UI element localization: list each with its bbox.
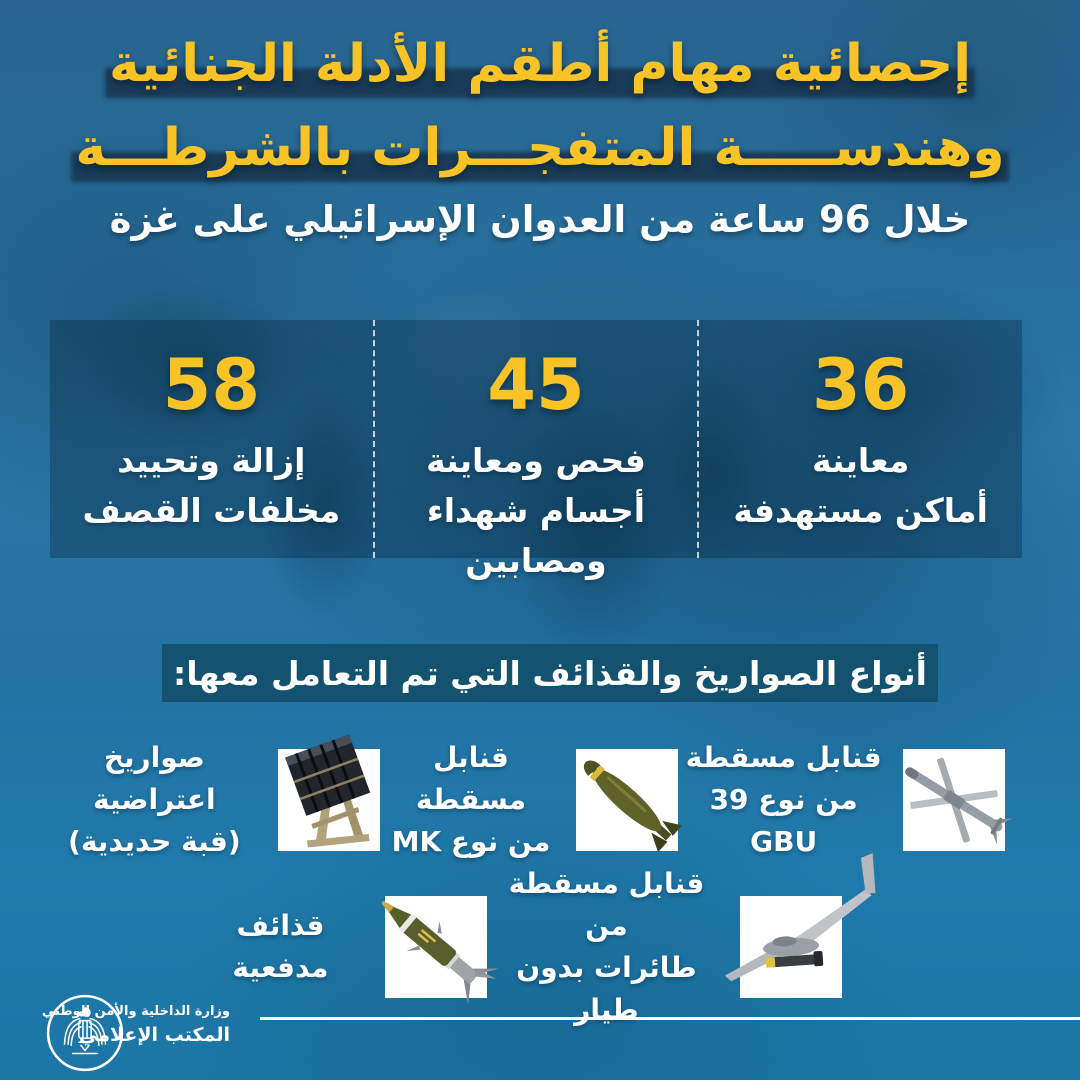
munition-gbu39: قنابل مسقطة من نوع 39 GBU (678, 737, 1014, 863)
stat-targeted-places: 36 معاينة أماكن مستهدفة (697, 320, 1022, 558)
stat-label-line2: مخلفات القصف (82, 491, 341, 530)
munition-label-line2: طائرات بدون طيار (516, 951, 697, 1026)
section-heading: أنواع الصواريخ والقذائف التي تم التعامل … (173, 653, 927, 693)
section-heading-bar: أنواع الصواريخ والقذائف التي تم التعامل … (162, 644, 938, 702)
munition-label-line1: صواريخ اعتراضية (93, 741, 216, 816)
footer-text-block: وزارة الداخلية والأمن الوطني المكتب الإع… (42, 1002, 230, 1048)
stats-panel: 36 معاينة أماكن مستهدفة 45 فحص ومعاينة أ… (50, 320, 1022, 580)
munition-label-line1: قنابل مسقطة من (508, 867, 705, 942)
footer-divider-line (260, 1017, 1080, 1020)
stat-label-line2: أجسام شهداء ومصابين (426, 491, 646, 580)
gbu-39-bomb-icon (903, 749, 1014, 851)
stat-label-line1: معاينة (812, 441, 910, 480)
stat-ordnance-removed: 58 إزالة وتحييد مخلفات القصف (50, 320, 373, 558)
footer-ministry-name: وزارة الداخلية والأمن الوطني (41, 1004, 230, 1019)
mk-bomb-icon (576, 749, 683, 853)
munition-label-line2: من نوع MK (391, 825, 551, 858)
munition-mk: قنابل مسقطة من نوع MK (380, 737, 683, 863)
stat-label-line1: إزالة وتحييد (117, 441, 306, 480)
munition-label-line2: من نوع 39 GBU (709, 783, 858, 858)
munition-label: قنابل مسقطة من نوع 39 GBU (678, 737, 889, 863)
stat-value: 58 (162, 344, 261, 426)
munition-artillery: قذائف مدفعية (190, 896, 499, 1006)
page-title: إحصائية مهام أطقم الأدلة الجنائية وهندسـ… (0, 22, 1080, 190)
munition-label-line1: قذائف مدفعية (232, 909, 329, 984)
munitions-row-1: قنابل مسقطة من نوع 39 GBU (45, 734, 1014, 864)
munition-label-line1: قنابل مسقطة (685, 741, 882, 774)
munition-label-line2: (قبة حديدية) (68, 825, 241, 858)
ministry-emblem-eagle-icon (44, 992, 126, 1074)
munitions-row-2: قنابل مسقطة من طائرات بدون طيار (190, 853, 876, 1026)
artillery-shell-icon (381, 896, 499, 1006)
title-line-1: إحصائية مهام أطقم الأدلة الجنائية (109, 22, 971, 106)
stat-label-line2: أماكن مستهدفة (733, 491, 988, 530)
stat-value: 45 (487, 344, 585, 426)
stat-label-line1: فحص ومعاينة (426, 441, 646, 480)
iron-dome-launcher-icon (277, 734, 380, 851)
munition-label: صواريخ اعتراضية (قبة حديدية) (45, 737, 264, 863)
subtitle: خلال 96 ساعة من العدوان الإسرائيلي على غ… (109, 198, 971, 241)
stat-label: فحص ومعاينة أجسام شهداء ومصابين (375, 436, 698, 586)
footer-office-name: المكتب الإعلامي (79, 1024, 230, 1046)
munition-interceptor: صواريخ اعتراضية (قبة حديدية) (45, 734, 380, 863)
munition-label: قذائف مدفعية (190, 905, 371, 989)
drone-bomb-icon (724, 853, 876, 998)
stat-label: إزالة وتحييد مخلفات القصف (50, 436, 373, 536)
stat-label: معاينة أماكن مستهدفة (699, 436, 1022, 536)
munition-label: قنابل مسقطة من نوع MK (380, 737, 563, 863)
title-line-2: وهندســـــة المتفجـــرات بالشرطـــة (75, 106, 1004, 190)
stat-value: 36 (811, 344, 910, 426)
munition-label: قنابل مسقطة من طائرات بدون طيار (487, 863, 726, 1031)
munition-drone: قنابل مسقطة من طائرات بدون طيار (487, 853, 876, 1031)
munition-label-line1: قنابل مسقطة (415, 741, 527, 816)
background-photo-texture (0, 240, 1080, 660)
stat-bodies-examined: 45 فحص ومعاينة أجسام شهداء ومصابين (372, 320, 698, 580)
